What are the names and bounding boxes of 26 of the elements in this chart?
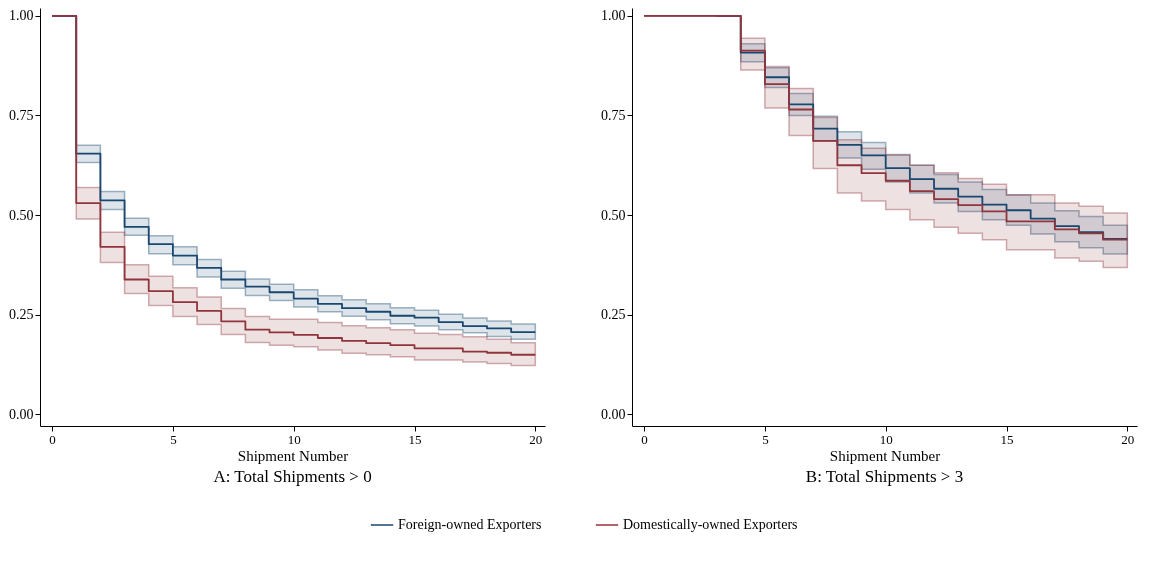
- x-axis-title: Shipment Number: [829, 447, 941, 464]
- x-tick-label: 20: [529, 431, 543, 447]
- x-tick-label: 0: [641, 431, 648, 447]
- x-tick-label: 15: [408, 431, 422, 447]
- legend-label: Domestically-owned Exporters: [623, 517, 798, 532]
- y-tick-label: 0.00: [601, 406, 626, 422]
- y-tick-label: 0.00: [9, 406, 34, 422]
- legend-label: Foreign-owned Exporters: [398, 517, 542, 532]
- x-tick-label: 5: [762, 431, 769, 447]
- y-tick-label: 1.00: [601, 8, 626, 24]
- y-tick-label: 0.50: [9, 207, 34, 223]
- x-axis-title: Shipment Number: [237, 447, 349, 464]
- y-tick-label: 0.25: [601, 307, 626, 323]
- x-tick-label: 15: [1000, 431, 1014, 447]
- x-tick-label: 0: [49, 431, 56, 447]
- x-tick-label: 10: [879, 431, 893, 447]
- y-tick-label: 1.00: [9, 8, 34, 24]
- x-tick-label: 10: [287, 431, 301, 447]
- y-tick-label: 0.75: [9, 107, 34, 123]
- text: B: Total Shipments > 3: [805, 467, 964, 486]
- x-tick-label: 5: [170, 431, 177, 447]
- y-tick-label: 0.75: [601, 107, 626, 123]
- text: A: Total Shipments > 0: [213, 467, 372, 486]
- y-tick-label: 0.25: [9, 307, 34, 323]
- y-tick-label: 0.50: [601, 207, 626, 223]
- x-tick-label: 20: [1121, 431, 1135, 447]
